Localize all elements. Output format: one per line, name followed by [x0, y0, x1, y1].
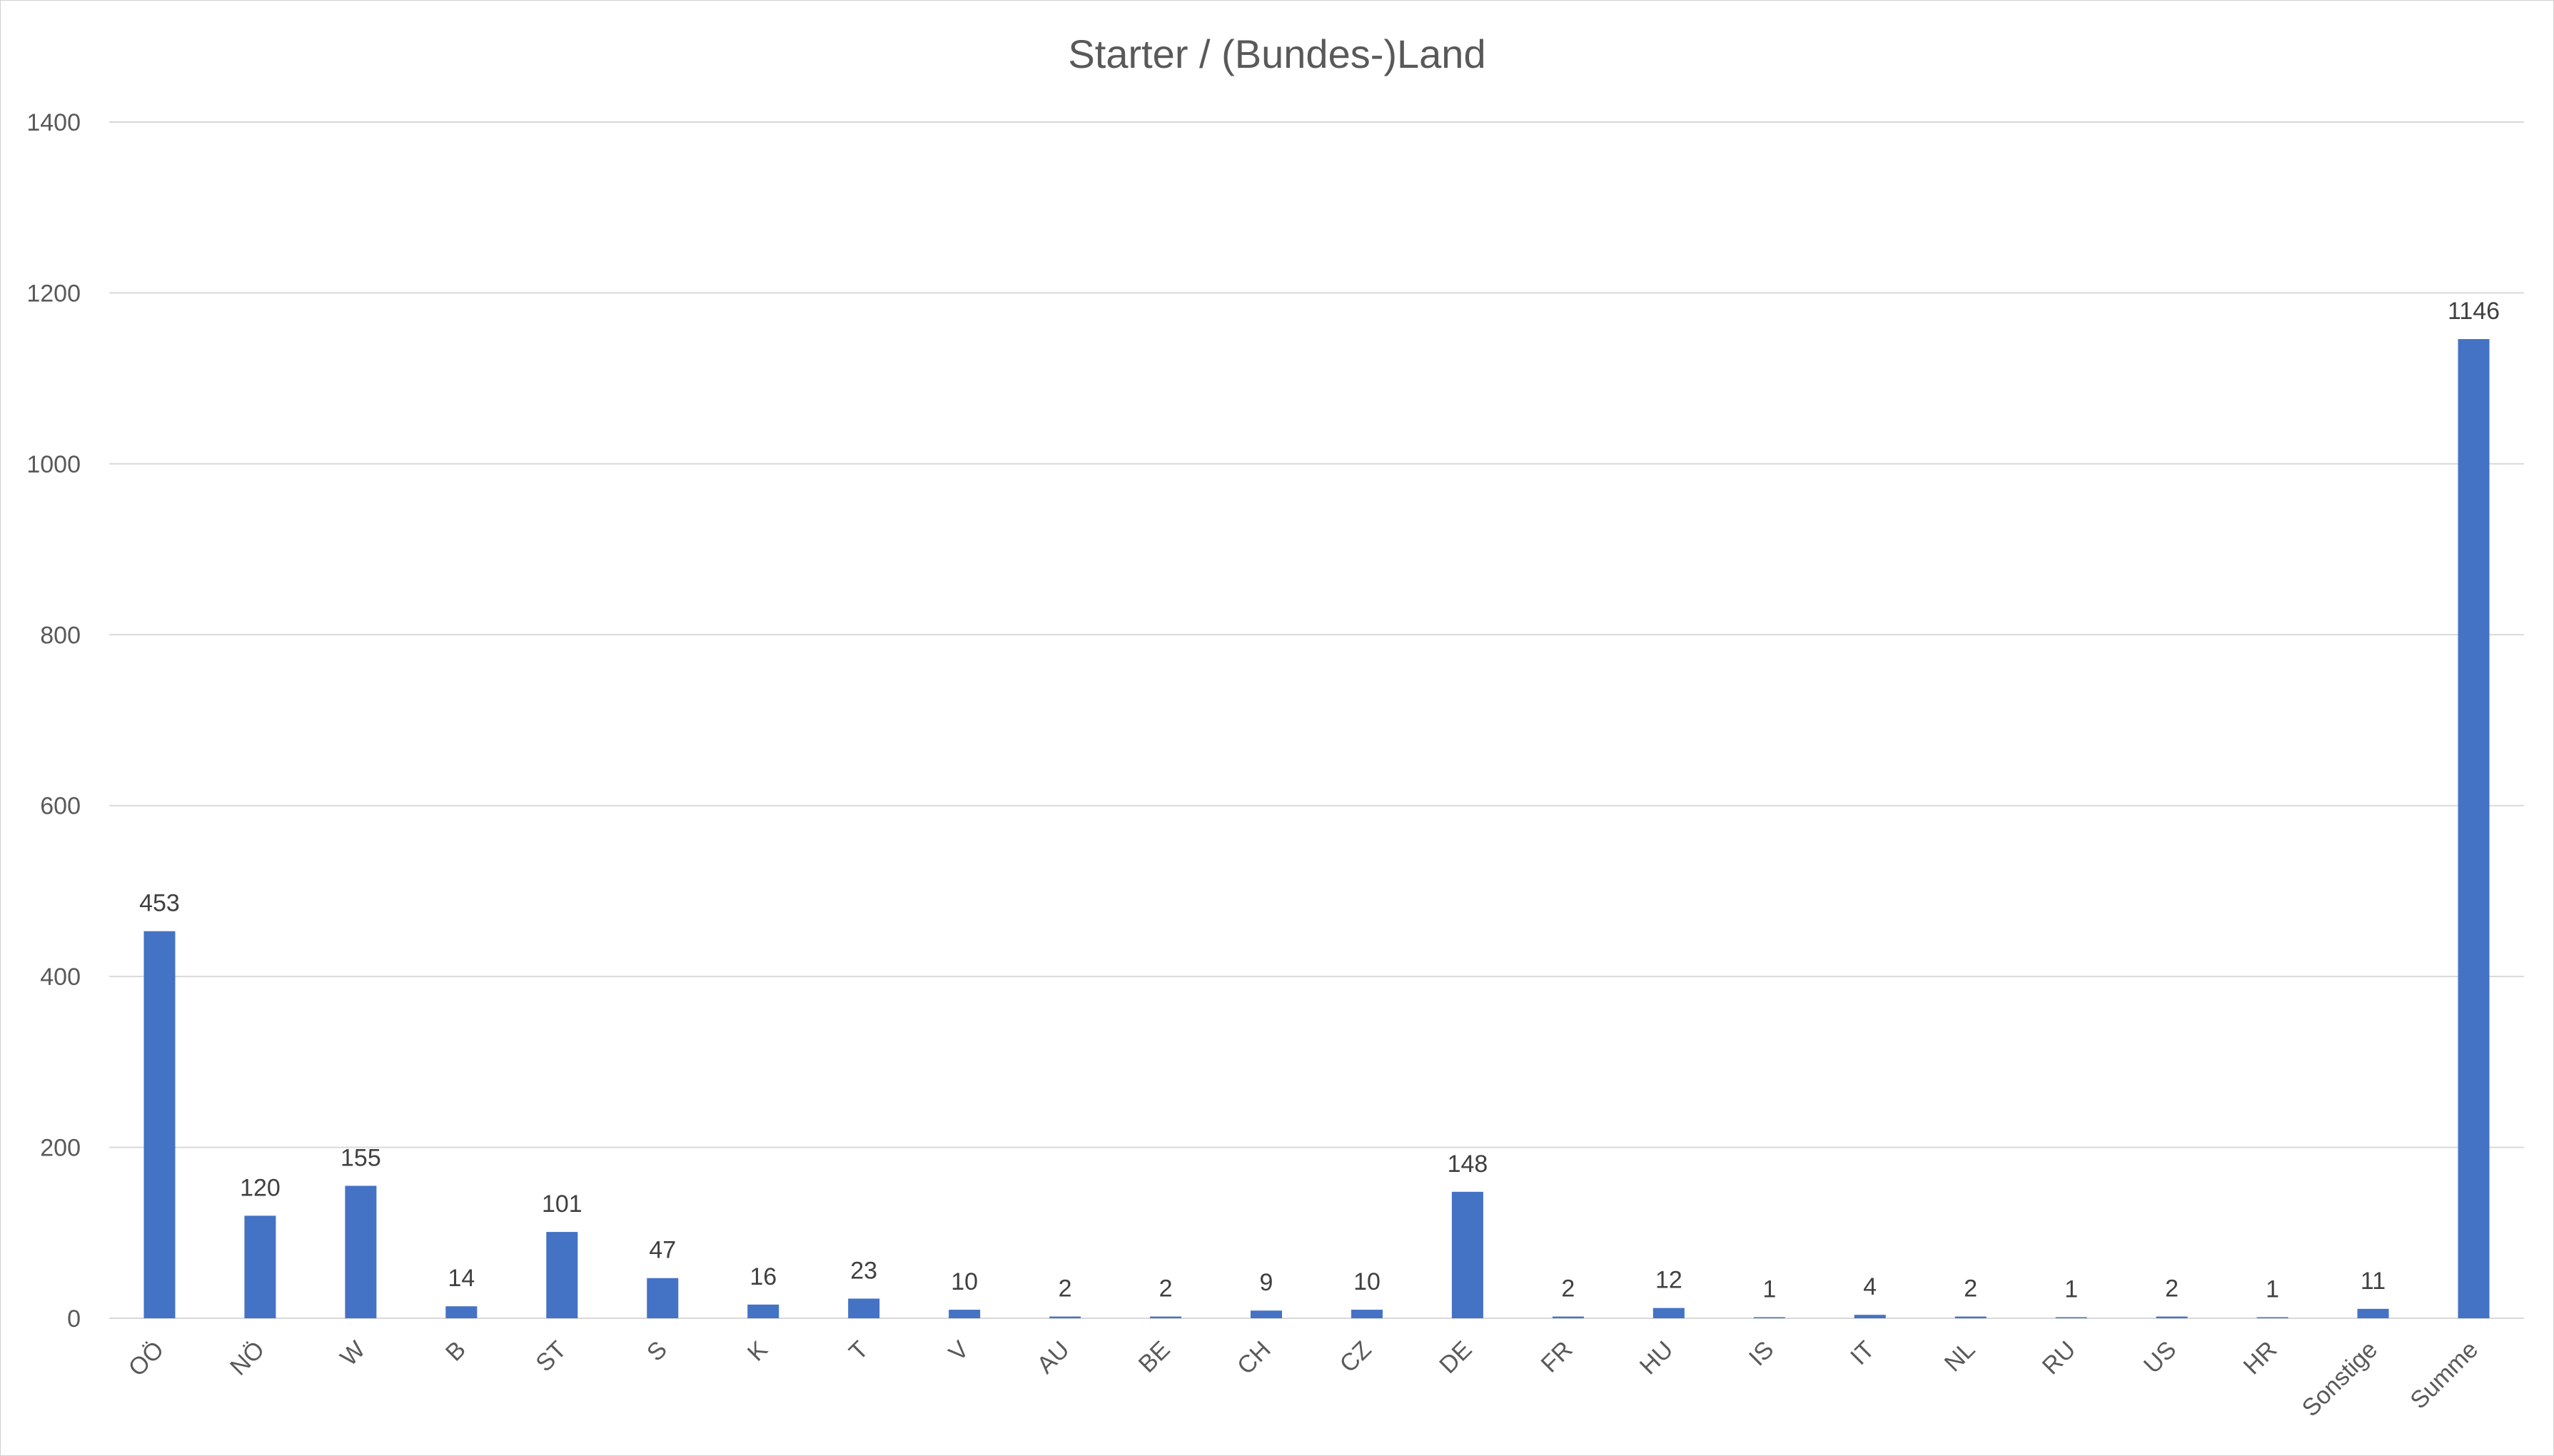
y-tick-label: 400	[40, 964, 81, 991]
bar-BE	[1150, 1316, 1182, 1318]
x-tick-label-NL: NL	[1939, 1336, 1981, 1377]
bar-DE	[1451, 1191, 1483, 1318]
chart-title: Starter / (Bundes-)Land	[1068, 31, 1485, 76]
bar-Summe	[2458, 339, 2490, 1319]
bar-CZ	[1351, 1310, 1383, 1318]
data-label-HR: 1	[2266, 1276, 2279, 1303]
bar-T	[848, 1298, 880, 1318]
bar-HR	[2256, 1317, 2288, 1318]
x-tick-label-CH: CH	[1232, 1336, 1276, 1380]
x-tick-label-AU: AU	[1031, 1336, 1074, 1379]
data-label-IS: 1	[1762, 1276, 1776, 1303]
bar-Sonstige	[2357, 1308, 2389, 1318]
data-label-B: 14	[448, 1265, 475, 1292]
data-label-US: 2	[2165, 1275, 2179, 1303]
data-label-AU: 2	[1059, 1275, 1072, 1303]
x-tick-label-B: B	[440, 1336, 471, 1367]
y-tick-label: 1400	[26, 109, 81, 136]
x-tick-label-W: W	[335, 1336, 370, 1372]
bar-NÖ	[244, 1215, 276, 1318]
x-tick-label-OÖ: OÖ	[123, 1336, 169, 1382]
data-label-K: 16	[749, 1263, 777, 1290]
data-label-RU: 1	[2064, 1276, 2078, 1303]
data-label-IT: 4	[1863, 1273, 1877, 1300]
data-label-W: 155	[340, 1144, 381, 1171]
bar-OÖ	[143, 931, 176, 1318]
x-tick-label-V: V	[944, 1336, 974, 1367]
x-tick-label-US: US	[2139, 1336, 2181, 1379]
y-tick-label: 600	[40, 793, 81, 820]
bars	[143, 339, 2490, 1319]
bar-IT	[1854, 1315, 1886, 1318]
data-label-S: 47	[649, 1237, 676, 1264]
x-tick-label-DE: DE	[1434, 1336, 1477, 1379]
data-label-CH: 9	[1260, 1269, 1273, 1296]
x-tick-label-HR: HR	[2238, 1336, 2283, 1380]
bar-IS	[1753, 1317, 1785, 1318]
x-tick-label-Summe: Summe	[2405, 1336, 2483, 1415]
y-tick-label: 200	[40, 1135, 81, 1162]
data-label-CZ: 10	[1353, 1268, 1381, 1295]
bar-S	[647, 1278, 679, 1318]
bar-HU	[1652, 1308, 1685, 1318]
data-label-FR: 2	[1561, 1275, 1575, 1303]
bar-CH	[1251, 1310, 1283, 1318]
bar-US	[2156, 1316, 2188, 1318]
x-tick-label-K: K	[742, 1336, 773, 1367]
bar-ST	[546, 1232, 578, 1318]
bar-RU	[2055, 1317, 2087, 1318]
data-label-DE: 148	[1448, 1151, 1488, 1178]
bar-B	[445, 1306, 478, 1318]
bar-FR	[1552, 1316, 1584, 1318]
x-tick-label-HU: HU	[1635, 1336, 1679, 1380]
y-tick-label: 0	[67, 1305, 81, 1333]
y-tick-label: 1000	[26, 451, 81, 478]
y-tick-label: 1200	[26, 280, 81, 307]
data-label-V: 10	[951, 1268, 978, 1295]
bar-K	[747, 1304, 779, 1318]
data-label-T: 23	[850, 1257, 877, 1284]
x-tick-label-IT: IT	[1845, 1336, 1879, 1370]
x-tick-label-RU: RU	[2037, 1336, 2081, 1380]
x-tick-label-S: S	[642, 1336, 672, 1367]
bar-W	[345, 1185, 377, 1318]
x-tick-label-T: T	[844, 1336, 874, 1366]
x-tick-label-BE: BE	[1134, 1336, 1176, 1378]
data-label-NL: 2	[1964, 1275, 1977, 1303]
data-label-ST: 101	[542, 1190, 582, 1218]
x-tick-label-ST: ST	[530, 1336, 572, 1377]
data-label-NÖ: 120	[240, 1174, 281, 1201]
data-label-BE: 2	[1159, 1275, 1173, 1303]
data-label-Sonstige: 11	[2361, 1268, 2386, 1295]
bar-NL	[1954, 1316, 1987, 1318]
data-label-HU: 12	[1655, 1267, 1682, 1294]
x-tick-label-NÖ: NÖ	[225, 1336, 270, 1381]
y-tick-label: 800	[40, 622, 81, 649]
x-tick-label-FR: FR	[1536, 1336, 1578, 1378]
gridlines	[109, 121, 2524, 1319]
data-label-Summe: 1146	[2448, 298, 2500, 325]
x-tick-label-IS: IS	[1744, 1336, 1780, 1372]
x-tick-label-Sonstige: Sonstige	[2297, 1336, 2383, 1422]
bar-AU	[1049, 1316, 1081, 1318]
data-label-OÖ: 453	[139, 890, 180, 917]
bar-V	[949, 1310, 981, 1318]
y-axis-ticks: 0 200 400 600 800 1000 1200 1400	[26, 109, 81, 1333]
x-axis-categories: OÖ NÖ W B ST S K T V AU BE CH CZ DE FR HU IS IT NL RU US HR So…	[123, 1336, 2483, 1422]
x-tick-label-CZ: CZ	[1335, 1336, 1377, 1378]
